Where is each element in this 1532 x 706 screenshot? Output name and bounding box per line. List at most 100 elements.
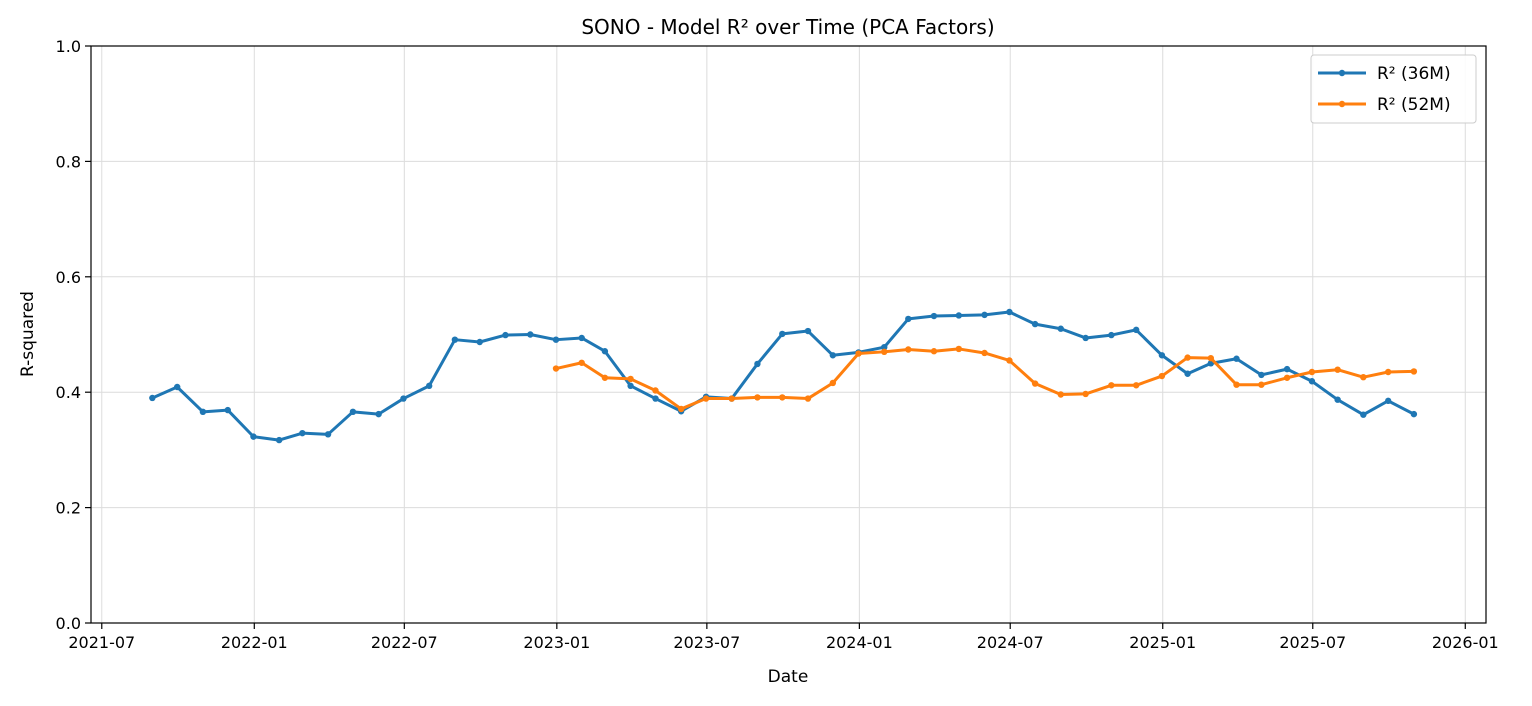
data-point [779,394,786,401]
data-point [905,315,912,323]
data-point [375,410,382,418]
data-point [1158,352,1166,359]
data-point [1233,381,1240,388]
data-point [601,348,609,355]
data-point [1308,378,1316,385]
data-point [1158,372,1166,380]
legend-swatch-marker [1338,69,1346,77]
y-tick-label: 0.4 [56,383,81,402]
series-1 [552,345,1418,413]
data-point [905,346,912,353]
data-point [677,405,685,413]
data-point [1233,355,1240,362]
data-point [981,349,988,357]
x-axis-label: Date [768,667,809,687]
data-point [400,395,407,402]
x-tick-label: 2022-01 [221,633,288,652]
data-point [1334,396,1341,403]
y-tick-label: 1.0 [56,37,81,56]
data-point [476,338,483,346]
data-point [299,429,306,437]
data-point [1031,320,1039,328]
data-point [1006,357,1013,364]
data-point [552,365,560,372]
data-point [1108,382,1115,389]
data-point [829,379,837,387]
data-point [224,406,231,414]
data-point [955,345,963,353]
data-point [829,352,837,359]
x-tick-label: 2021-07 [68,633,135,652]
data-point [349,408,357,416]
data-point [981,311,988,319]
y-tick-label: 0.8 [56,152,81,171]
data-point [1283,374,1291,381]
data-point [1057,325,1064,332]
legend-entries: R² (36M) R² (52M) [1318,64,1451,115]
data-point [1006,308,1013,316]
data-point [1184,354,1191,361]
data-point [275,436,283,444]
data-point [754,394,761,401]
data-point [1410,410,1418,418]
data-point [728,395,735,402]
x-tick-label: 2026-01 [1432,633,1499,652]
legend-swatch-marker [1338,100,1346,108]
data-point [627,382,634,390]
data-point [702,395,710,402]
data-point [578,334,585,342]
plot-frame [90,45,1487,624]
x-tick-label: 2022-07 [371,633,438,652]
data-point [527,331,534,338]
data-point [930,348,938,355]
chart-title: SONO - Model R² over Time (PCA Factors) [581,15,994,39]
data-point [601,374,609,381]
y-tick-label: 0.0 [56,614,81,633]
x-tick-label: 2024-07 [977,633,1044,652]
x-tick-label: 2025-01 [1129,633,1196,652]
legend: R² (36M) R² (52M) [1310,54,1477,124]
data-point [855,350,862,357]
data-point [930,312,938,320]
data-point [804,327,812,335]
data-point [578,359,585,366]
x-tick-label: 2024-01 [826,633,893,652]
data-point [1410,368,1418,375]
data-point [652,387,659,394]
data-point [804,395,812,402]
legend-label: R² (36M) [1377,64,1451,84]
data-point [250,433,257,440]
tick-layer: 2021-07 2022-01 2022-07 2023-01 2023-07 2024-… [56,37,1499,652]
data-point [324,431,332,438]
data-point [955,312,963,319]
data-point [627,375,634,383]
data-point [174,383,181,391]
data-point [754,360,761,368]
data-point [199,408,207,416]
data-point [652,395,659,402]
data-point [1031,380,1039,387]
x-tick-label: 2023-07 [673,633,740,652]
legend-label: R² (52M) [1377,95,1451,115]
data-point [1308,368,1316,376]
data-point [1334,366,1341,373]
series-layer [149,308,1418,444]
data-point [1258,381,1265,388]
x-tick-label: 2023-01 [523,633,590,652]
data-point [1283,365,1291,373]
data-point [552,336,560,343]
data-point [425,382,433,390]
y-tick-label: 0.2 [56,499,81,518]
x-tick-label: 2025-07 [1279,633,1346,652]
data-point [1108,331,1115,339]
data-point [502,331,509,339]
data-point [1133,326,1140,334]
data-point [1057,391,1064,398]
data-point [1360,411,1367,418]
data-point [1384,368,1392,376]
data-point [1082,390,1089,398]
series-0 [149,308,1418,444]
data-point [1082,334,1089,342]
